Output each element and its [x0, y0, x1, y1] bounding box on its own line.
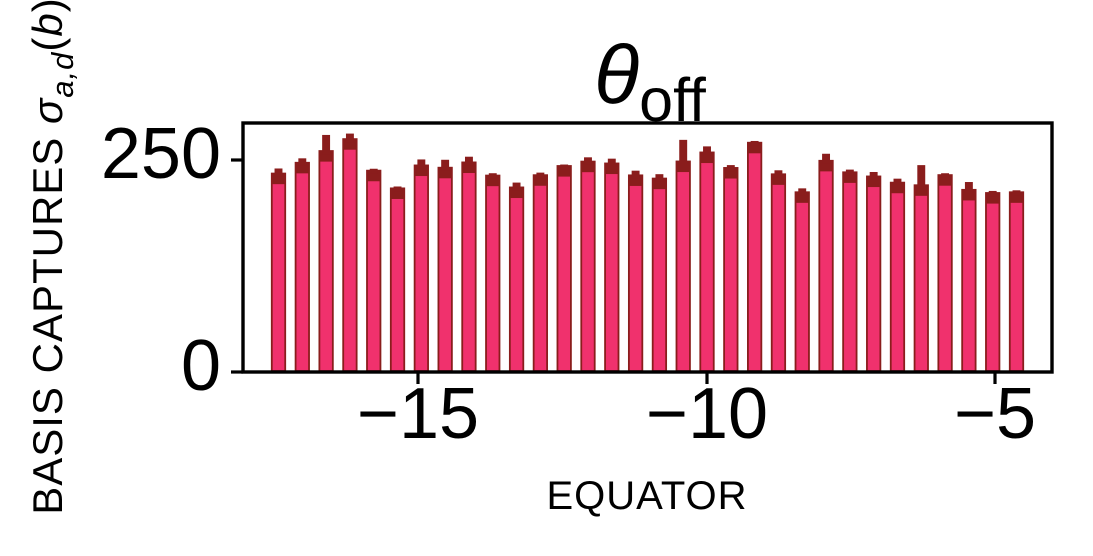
svg-text:EQUATOR: EQUATOR: [546, 474, 747, 518]
svg-text:−5: −5: [954, 374, 1036, 454]
svg-text:−15: −15: [357, 374, 479, 454]
svg-text:250: 250: [101, 114, 221, 194]
svg-text:0: 0: [181, 326, 221, 406]
svg-text:−10: −10: [646, 374, 768, 454]
